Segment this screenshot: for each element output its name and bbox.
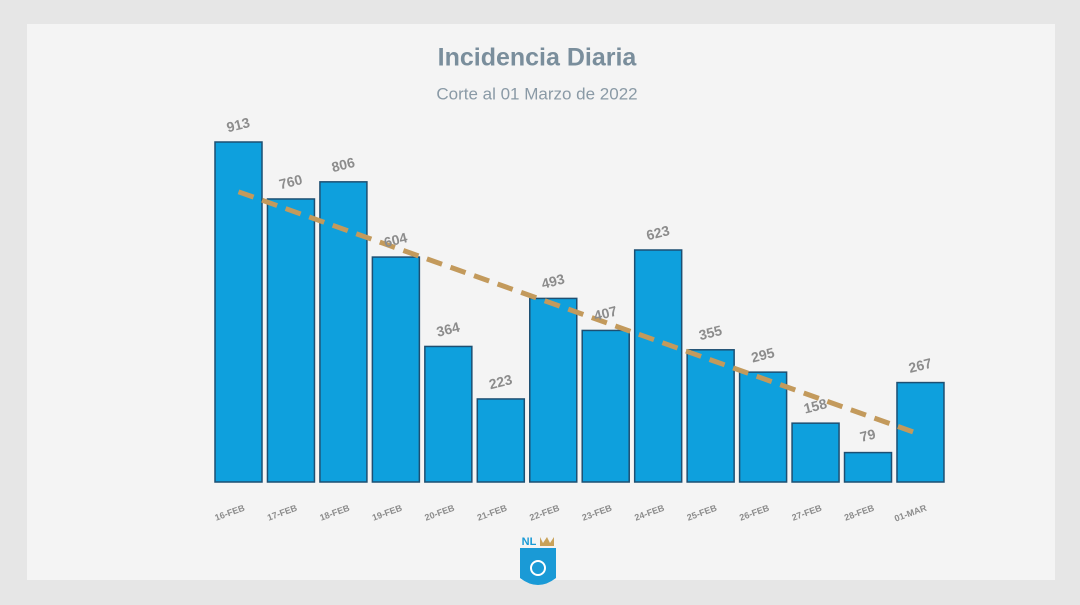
- bar: [791, 422, 840, 483]
- bar: [319, 181, 368, 483]
- value-label: 806: [330, 154, 357, 175]
- bar: [896, 381, 945, 483]
- logo: NL: [520, 536, 556, 585]
- value-label: 364: [435, 319, 462, 340]
- value-label: 493: [540, 271, 567, 292]
- bar: [686, 349, 735, 483]
- bar: [581, 329, 630, 483]
- chart-title: Incidencia Diaria: [438, 44, 638, 72]
- value-label: 158: [802, 395, 829, 416]
- bar: [633, 249, 683, 483]
- trend-line: [237, 189, 922, 437]
- value-label: 913: [225, 114, 252, 135]
- bar: [529, 297, 578, 483]
- bar: [424, 345, 473, 483]
- bar: [266, 198, 316, 483]
- bar: [371, 256, 421, 483]
- value-label: 267: [907, 355, 934, 376]
- logo-icon: [530, 560, 546, 576]
- value-label: 223: [487, 371, 514, 392]
- bar: [738, 371, 788, 483]
- bar: [843, 451, 893, 483]
- value-label: 295: [750, 344, 777, 365]
- logo-text: NL: [522, 536, 537, 548]
- value-label: 407: [592, 303, 619, 324]
- value-label: 760: [277, 171, 304, 192]
- logo-crown: [540, 537, 554, 546]
- chart-subtitle: Corte al 01 Marzo de 2022: [436, 84, 637, 103]
- bar: [214, 141, 263, 483]
- value-label: 79: [858, 426, 877, 445]
- bar: [476, 398, 526, 483]
- value-label: 623: [645, 222, 672, 243]
- value-label: 604: [382, 229, 409, 250]
- value-label: 355: [697, 322, 724, 343]
- logo-shield: [520, 548, 556, 585]
